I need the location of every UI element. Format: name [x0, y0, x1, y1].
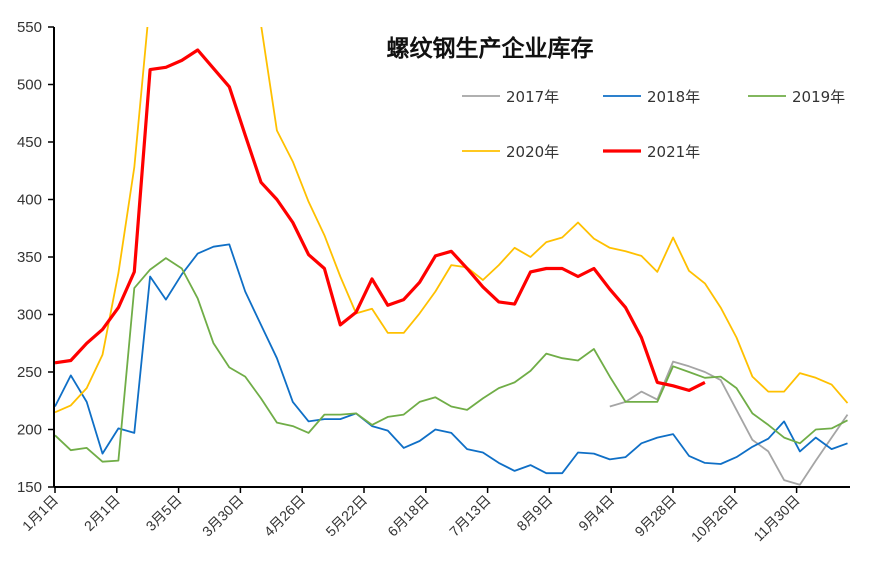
legend-item: 2017年 — [462, 88, 559, 106]
x-tick-label: 1月1日 — [19, 492, 61, 534]
x-tick-label: 9月4日 — [575, 492, 617, 534]
y-tick-label: 500 — [17, 77, 42, 94]
legend-label: 2019年 — [792, 88, 845, 106]
y-tick-label: 350 — [17, 249, 42, 266]
y-tick-label: 400 — [17, 192, 42, 209]
plot-area — [54, 27, 849, 486]
y-tick-label: 300 — [17, 307, 42, 324]
x-tick-label: 11月30日 — [750, 492, 802, 544]
x-tick-label: 7月13日 — [446, 492, 494, 540]
series-line-2017年 — [609, 360, 849, 486]
series-line-2021年 — [54, 48, 706, 392]
x-tick-label: 8月9日 — [513, 492, 555, 534]
x-tick-label: 3月30日 — [199, 492, 247, 540]
y-tick-label: 450 — [17, 134, 42, 151]
legend-item: 2020年 — [462, 143, 559, 161]
y-tick-label: 550 — [17, 19, 42, 36]
legend-label: 2020年 — [506, 143, 559, 161]
axes: 150 200 250 300 350 400 450 500 550 1月1日 2月1日 3月5日 3… — [17, 19, 850, 545]
x-tick-label: 10月26日 — [688, 492, 741, 545]
y-tick-label: 200 — [17, 422, 42, 439]
x-tick-label: 9月28日 — [631, 492, 679, 540]
series-line-2018年 — [54, 243, 848, 475]
legend-item: 2019年 — [748, 88, 845, 106]
legend: 2017年 2018年 2019年 2020年 2021年 — [462, 88, 845, 161]
x-tick-label: 6月18日 — [384, 492, 432, 540]
chart-title: 螺纹钢生产企业库存 — [387, 35, 594, 62]
x-tick-label: 3月5日 — [143, 492, 185, 534]
y-tick-label: 150 — [17, 479, 42, 496]
legend-item: 2018年 — [603, 88, 700, 106]
x-tick-label: 5月22日 — [322, 492, 370, 540]
legend-label: 2017年 — [506, 88, 559, 106]
series-line-2019年 — [54, 257, 848, 463]
legend-label: 2018年 — [647, 88, 700, 106]
x-tick-label: 4月26日 — [261, 492, 309, 540]
x-tick-label: 2月1日 — [81, 492, 123, 534]
legend-item: 2021年 — [603, 143, 700, 161]
y-tick-label: 250 — [17, 364, 42, 381]
legend-label: 2021年 — [647, 143, 700, 161]
